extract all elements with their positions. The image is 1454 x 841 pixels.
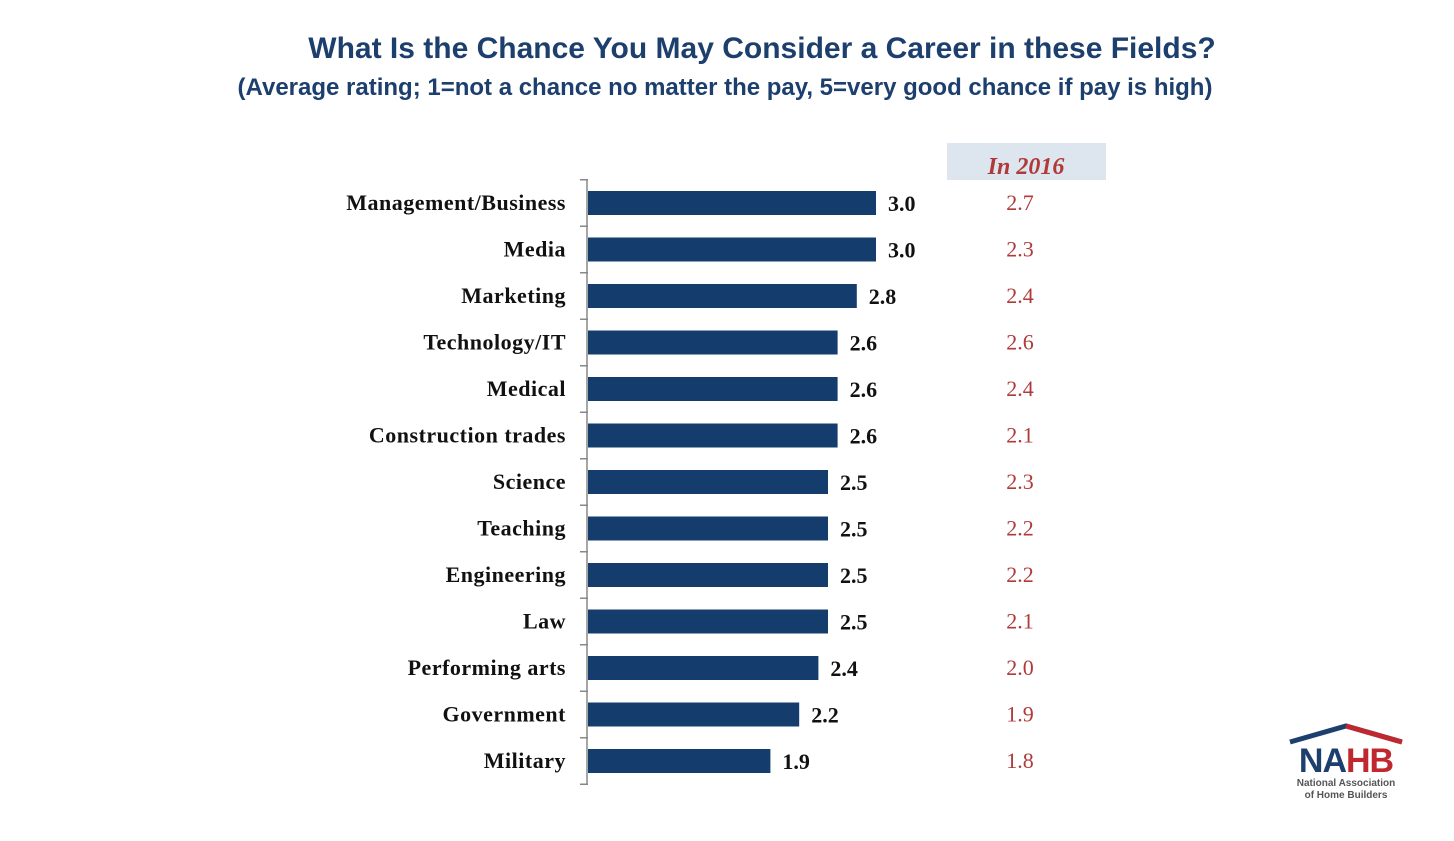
category-label: Media [504, 237, 566, 262]
category-label: Marketing [461, 283, 566, 308]
bar [588, 284, 857, 308]
value-label: 2.5 [840, 610, 868, 635]
value-label: 1.9 [782, 749, 810, 774]
bar [588, 191, 876, 215]
comparison-value: 2.4 [1006, 376, 1034, 401]
logo-text-na: NA [1298, 742, 1347, 780]
bar [588, 377, 838, 401]
value-label: 2.4 [830, 656, 858, 681]
logo-line2: of Home Builders [1304, 790, 1388, 801]
comparison-value: 2.7 [1006, 190, 1034, 215]
category-label: Performing arts [408, 655, 566, 680]
bar [588, 330, 838, 355]
bar [588, 702, 800, 727]
logo-line1: National Association [1296, 778, 1396, 789]
comparison-value: 2.4 [1006, 283, 1034, 308]
comparison-header: In 2016 [987, 154, 1065, 180]
value-label: 2.6 [850, 331, 878, 356]
value-label: 3.0 [888, 191, 916, 216]
value-label: 2.5 [840, 563, 868, 588]
category-label: Military [484, 748, 566, 773]
roof-icon [1289, 723, 1403, 745]
bar [588, 423, 838, 448]
comparison-value: 2.2 [1006, 562, 1034, 587]
value-label: 2.6 [850, 377, 878, 402]
category-label: Construction trades [369, 423, 566, 448]
comparison-value: 2.6 [1006, 330, 1034, 355]
bar [588, 609, 828, 634]
comparison-value: 2.1 [1006, 609, 1034, 634]
chart-title: What Is the Chance You May Consider a Ca… [308, 32, 1216, 65]
category-label: Medical [487, 376, 566, 401]
category-label: Teaching [477, 516, 566, 541]
chart-subtitle: (Average rating; 1=not a chance no matte… [237, 74, 1213, 101]
bar [588, 563, 828, 587]
bar [588, 656, 819, 680]
category-label: Law [523, 609, 566, 634]
value-label: 2.8 [869, 284, 897, 309]
comparison-header-bg [947, 143, 1106, 180]
category-label: Engineering [446, 562, 566, 587]
nahb-logo: NAHB National Association of Home Builde… [1284, 722, 1408, 802]
comparison-value: 2.2 [1006, 516, 1034, 541]
bar [588, 470, 828, 494]
bar [588, 516, 828, 541]
value-label: 2.5 [840, 517, 868, 542]
comparison-value: 1.9 [1006, 702, 1034, 727]
value-label: 2.5 [840, 470, 868, 495]
bar [588, 749, 771, 773]
comparison-value: 2.3 [1006, 469, 1034, 494]
bar [588, 237, 876, 262]
comparison-value: 2.3 [1006, 237, 1034, 262]
comparison-value: 2.1 [1006, 423, 1034, 448]
value-label: 2.6 [850, 424, 878, 449]
category-label: Management/Business [346, 190, 566, 215]
logo-text-hb: HB [1346, 742, 1394, 780]
value-label: 3.0 [888, 238, 916, 263]
category-label: Government [442, 702, 566, 727]
category-label: Technology/IT [423, 330, 566, 355]
category-label: Science [493, 469, 566, 494]
comparison-value: 1.8 [1006, 748, 1034, 773]
value-label: 2.2 [811, 703, 839, 728]
comparison-value: 2.0 [1006, 655, 1034, 680]
